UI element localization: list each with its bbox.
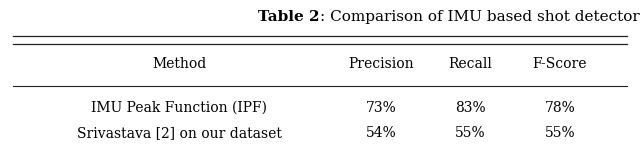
- Text: 54%: 54%: [365, 126, 396, 140]
- Text: 78%: 78%: [545, 101, 575, 115]
- Text: IMU Peak Function (IPF): IMU Peak Function (IPF): [92, 101, 268, 115]
- Text: Table 2: Table 2: [259, 10, 320, 24]
- Text: Recall: Recall: [449, 57, 492, 71]
- Text: : Comparison of IMU based shot detector: : Comparison of IMU based shot detector: [320, 10, 640, 24]
- Text: 55%: 55%: [545, 126, 575, 140]
- Text: F-Score: F-Score: [532, 57, 588, 71]
- Text: 55%: 55%: [455, 126, 486, 140]
- Text: 83%: 83%: [455, 101, 486, 115]
- Text: Method: Method: [152, 57, 206, 71]
- Text: Srivastava [2] on our dataset: Srivastava [2] on our dataset: [77, 126, 282, 140]
- Text: 73%: 73%: [365, 101, 396, 115]
- Text: Precision: Precision: [348, 57, 413, 71]
